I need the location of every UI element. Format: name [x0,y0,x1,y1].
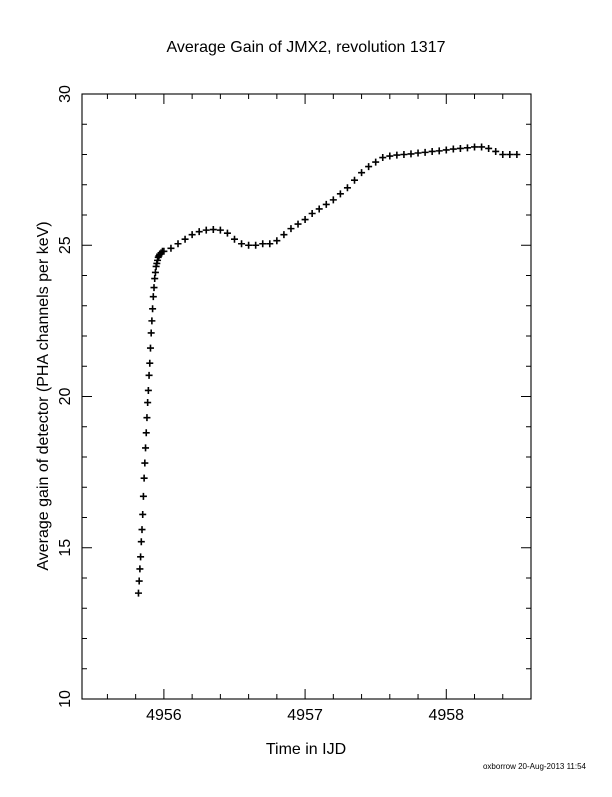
data-point [145,371,153,379]
data-point [499,151,507,158]
data-point [143,414,151,422]
data-point [379,154,387,162]
data-point [150,284,158,292]
data-point [315,205,323,213]
data-point [136,565,144,573]
data-point [138,526,146,534]
y-tick-label: 15 [57,539,74,557]
data-point [463,144,471,152]
data-point [167,244,175,252]
data-point [230,235,238,243]
plot-frame [81,93,532,700]
data-point [174,240,182,248]
data-point [400,151,408,158]
data-point [294,220,302,228]
data-point [134,589,142,597]
data-point [146,344,154,352]
data-point [139,492,147,500]
data-point [188,231,196,239]
data-point [421,148,429,156]
data-point [181,235,189,243]
data-point [435,147,443,155]
x-tick-label: 4956 [146,707,182,724]
data-point [478,143,486,151]
data-point [280,231,288,239]
data-point [216,226,224,234]
data-point [195,228,203,236]
data-point [386,152,394,160]
data-point [149,305,157,313]
data-point [148,317,156,325]
data-point [322,200,330,208]
y-tick-labels: 10 15 20 25 30 [57,85,74,708]
x-tick-label: 4958 [428,707,464,724]
data-point [308,209,316,217]
data-point [223,229,231,237]
data-point [513,151,521,158]
data-point [144,399,152,407]
data-point [142,444,150,452]
data-point [273,237,281,245]
data-point [449,145,457,153]
data-point [329,196,337,204]
data-point [485,144,493,152]
data-point [209,226,217,234]
data-point [287,225,295,233]
y-axis-label: Average gain of detector (PHA channels p… [35,221,52,570]
data-point [301,216,309,224]
data-point [160,247,168,255]
data-point [372,158,380,166]
data-point [146,359,154,367]
data-point [259,240,267,248]
data-point [245,241,253,249]
data-point [144,386,152,394]
y-tick-label: 20 [57,388,74,406]
y-tick-label: 30 [57,85,74,103]
data-point [151,268,159,276]
data-point [492,147,500,155]
data-point [407,150,415,158]
data-point [456,144,464,152]
data-point [141,459,149,467]
data-point [442,146,450,154]
data-point [139,510,147,518]
data-point [365,163,373,171]
data-point [358,169,366,177]
data-point [238,240,246,248]
data-point [202,226,210,234]
data-point [343,184,351,192]
data-point [140,474,148,482]
y-tick-label: 10 [57,690,74,708]
data-point [151,275,159,283]
data-point [351,176,359,184]
y-ticks [82,123,531,670]
data-point [336,190,344,198]
data-point [393,151,401,159]
data-point [149,293,157,301]
data-point [471,143,479,151]
data-point [135,577,143,585]
y-tick-label: 25 [57,236,74,254]
credit-text: oxborrow 20-Aug-2013 11:54 [483,762,587,771]
x-tick-labels: 4956 4957 4958 [146,707,464,724]
data-point [142,429,150,437]
chart-title: Average Gain of JMX2, revolution 1317 [167,39,446,56]
data-point [506,151,514,158]
data-point [137,538,145,546]
data-point [266,240,274,248]
data-point [428,147,436,155]
x-ticks [106,94,504,699]
data-point [137,553,145,561]
data-point [414,149,422,157]
data-points [134,143,521,597]
data-point [252,241,260,249]
x-tick-label: 4957 [287,707,323,724]
x-axis-label: Time in IJD [266,741,346,758]
data-point [147,329,155,337]
